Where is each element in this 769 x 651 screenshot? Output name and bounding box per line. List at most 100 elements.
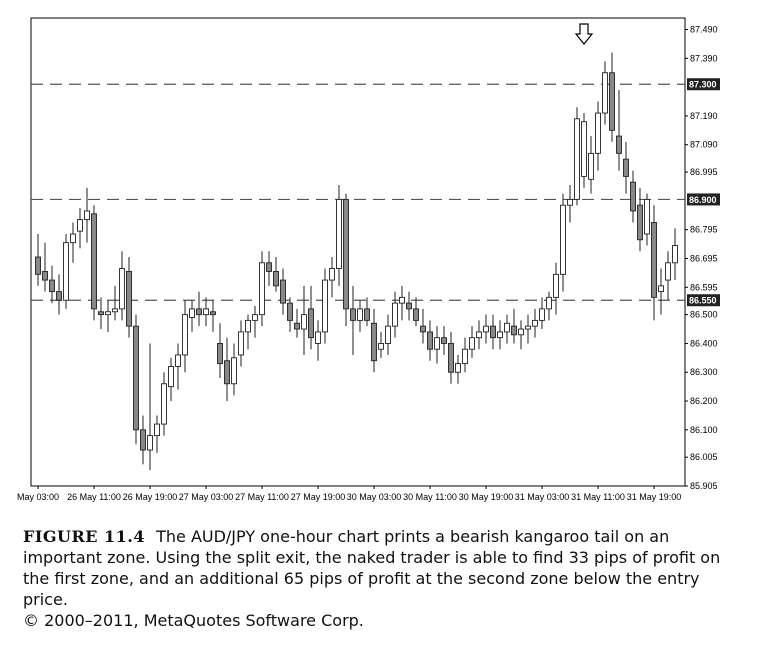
candle-body-bull (105, 311, 111, 316)
candlestick-chart: 87.300 86.900 86.550 87.490 87.390 87.190 87.0… (17, 17, 720, 502)
y-tick-label: 86.595 (690, 282, 718, 292)
y-tick-label: 86.200 (690, 396, 718, 406)
candle (532, 308, 538, 338)
candle (574, 107, 580, 206)
candle-body-bull (497, 331, 503, 339)
candle-body-bull (301, 314, 307, 330)
candle (630, 170, 636, 223)
candle-body-bull (245, 319, 251, 333)
candle (336, 185, 342, 286)
candle (147, 343, 153, 471)
candle-body-bull (231, 357, 237, 385)
candle (210, 300, 216, 332)
candle-body-bull (462, 348, 468, 365)
candle (126, 257, 132, 338)
candle-body-bull (546, 296, 552, 310)
candle-body-bear (224, 360, 230, 385)
candle (560, 193, 566, 292)
candle-body-bull (329, 268, 335, 281)
y-axis: 87.300 86.900 86.550 87.490 87.390 87.190 87.0… (685, 25, 720, 491)
candle (595, 101, 601, 171)
candle (392, 291, 398, 338)
candle (280, 268, 286, 315)
candle (420, 308, 426, 344)
candle (308, 285, 314, 350)
candle-body-bull (238, 331, 244, 356)
candle (378, 331, 384, 358)
candle-body-bull (63, 242, 69, 301)
candle-body-bear (413, 308, 419, 321)
candle (56, 274, 62, 315)
candle (504, 314, 510, 344)
candle-body-bull (203, 308, 209, 316)
candle-body-bull (336, 198, 342, 270)
candle (35, 234, 41, 286)
y-tick-label: 86.100 (690, 425, 718, 435)
candle-body-bear (266, 262, 272, 272)
candle (294, 308, 300, 338)
candle-body-bull (392, 302, 398, 327)
candle-body-bull (315, 331, 321, 344)
candle-body-bull (161, 383, 167, 425)
candle-body-bull (658, 285, 664, 293)
candle (154, 415, 160, 453)
candle-body-bull (665, 262, 671, 281)
candle-body-bull (574, 118, 580, 200)
candle-body-bull (672, 245, 678, 264)
candle (413, 297, 419, 327)
candle (119, 251, 125, 321)
copyright-text: © 2000–2011, MetaQuotes Software Corp. (23, 611, 364, 630)
down-arrow-icon (574, 23, 594, 45)
arrow-annotation (574, 23, 594, 45)
candle (665, 251, 671, 301)
candle-body-bear (616, 135, 622, 154)
candle (518, 320, 524, 350)
candle (287, 297, 293, 332)
candle (455, 354, 461, 384)
candle-body-bull (399, 296, 405, 304)
candle-body-bull (483, 325, 489, 333)
candle-body-bear (280, 279, 286, 304)
candle (259, 251, 265, 327)
x-tick-label: 31 May 11:00 (571, 492, 625, 502)
candle (140, 415, 146, 465)
candle-body-bear (364, 308, 370, 321)
x-tick-label: 31 May 03:00 (515, 492, 570, 502)
candle-body-bear (35, 256, 41, 275)
candle-body-bull (252, 314, 258, 321)
candle-body-bull (518, 328, 524, 336)
candle-body-bear (126, 270, 132, 327)
candle-body-bear (490, 325, 496, 339)
x-tick-label: May 03:00 (17, 492, 59, 502)
y-tick-label: 86.300 (690, 367, 718, 377)
candle-body-bull (175, 354, 181, 367)
candle-body-bull (168, 366, 174, 388)
candle (238, 320, 244, 367)
candle-body-bull (357, 308, 363, 321)
candle-body-bear (196, 308, 202, 316)
candle-body-bull (469, 337, 475, 350)
candle (672, 228, 678, 281)
candle-body-bull (581, 121, 587, 177)
y-tick-label: 86.995 (690, 167, 718, 177)
candle (175, 343, 181, 390)
y-tick-label: 86.695 (690, 253, 718, 263)
candle (49, 265, 55, 304)
candle-body-bear (511, 325, 517, 336)
candle-body-bull (385, 325, 391, 344)
candle-body-bull (504, 322, 510, 333)
candle (588, 136, 594, 194)
candle (217, 323, 223, 378)
candle-body-bear (427, 331, 433, 350)
candle (133, 314, 139, 445)
candle-body-bull (644, 198, 650, 235)
level-label-box (687, 78, 720, 91)
candle (546, 291, 552, 321)
candle-body-bull (189, 308, 195, 318)
x-axis: May 03:00 26 May 11:00 26 May 19:00 27 May … (17, 486, 681, 502)
candle (196, 291, 202, 327)
candle (651, 205, 657, 321)
candle (553, 262, 559, 315)
candle (644, 193, 650, 246)
candle-body-bull (455, 363, 461, 373)
